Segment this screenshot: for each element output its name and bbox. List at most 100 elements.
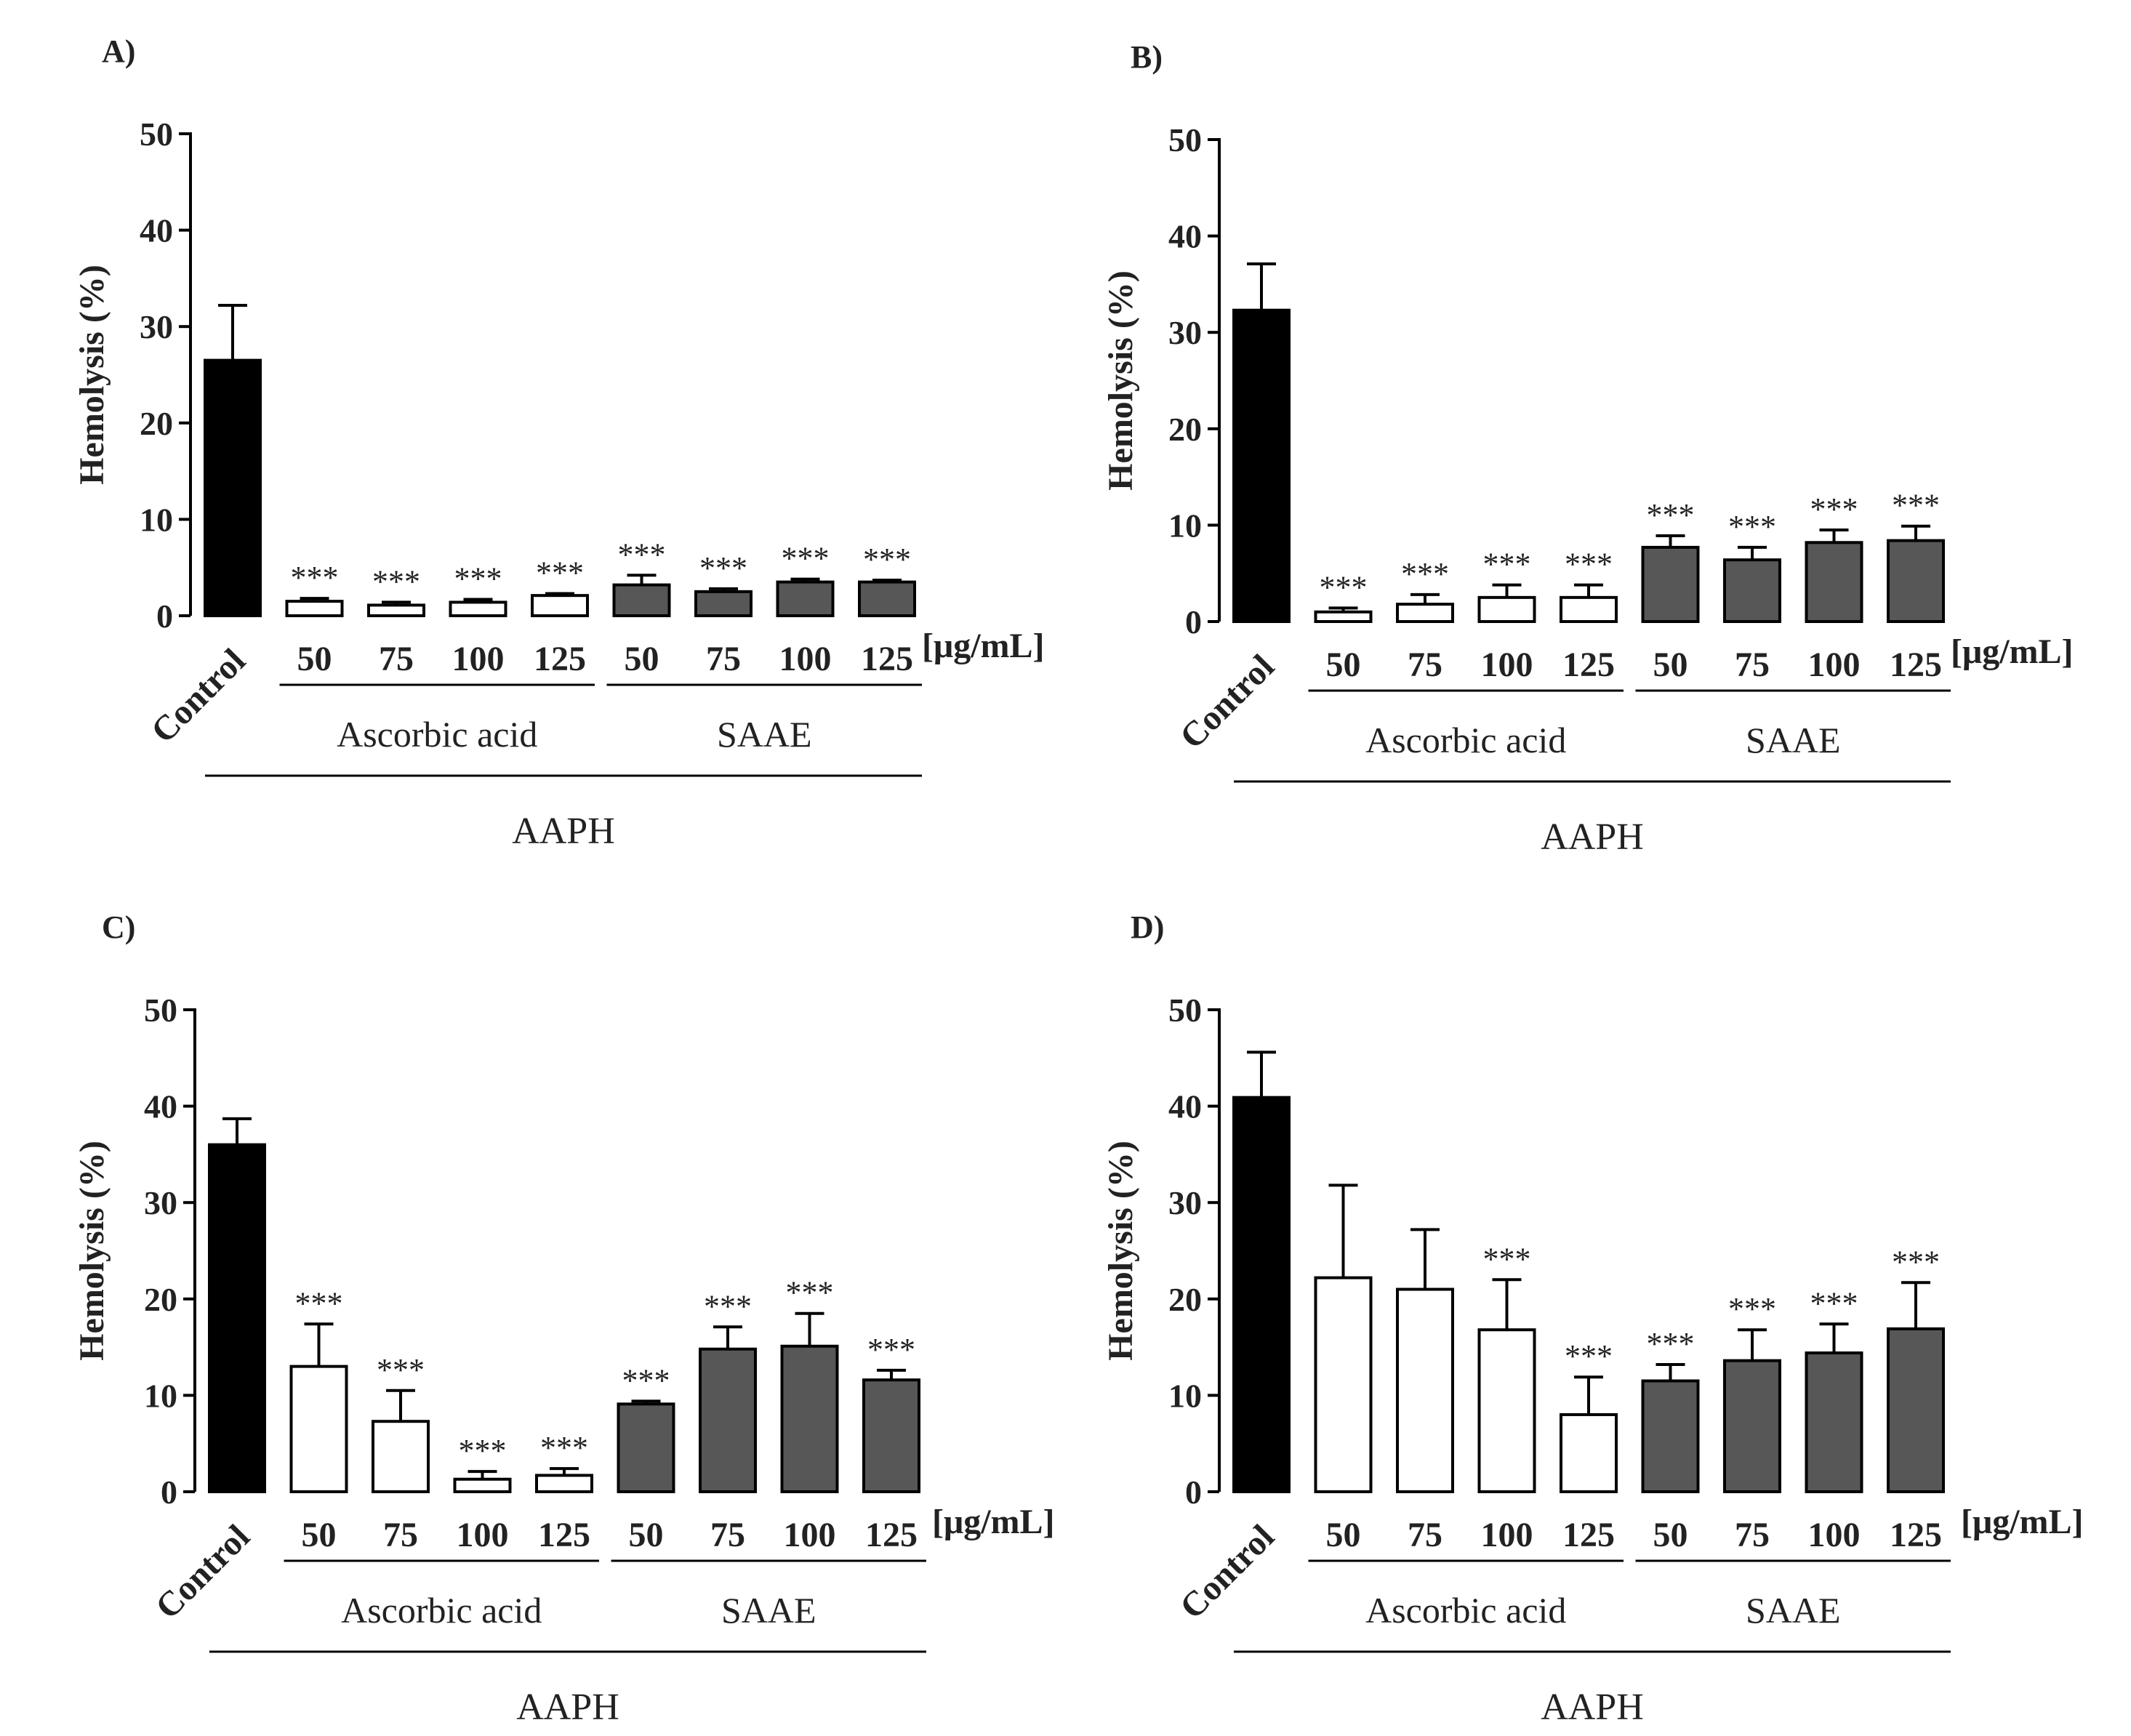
y-axis-label: Hemolysis (%) (73, 265, 111, 485)
category-label: 75 (710, 1516, 745, 1554)
y-tick-label: 50 (140, 116, 173, 153)
significance-marker: *** (1647, 497, 1695, 533)
y-tick-label: 40 (140, 212, 173, 249)
category-label: 125 (865, 1516, 918, 1554)
significance-marker: *** (863, 542, 911, 577)
panel-a: A) 0 10 20 30 40 50 Hemolysis (%) Control *** 50 **… (73, 33, 1045, 852)
category-label: 75 (383, 1516, 418, 1554)
y-tick-label: 0 (1185, 603, 1202, 640)
y-axis-label: Hemolysis (%) (1101, 1141, 1140, 1361)
significance-marker: *** (704, 1288, 752, 1324)
bar-saae (858, 580, 916, 618)
unit-label: [μg/mL] (932, 1503, 1055, 1541)
bar-saae (612, 583, 671, 617)
panel-b: B) 0 10 20 30 40 50 Hemolysis (%) Control *** 50 **… (1101, 39, 2074, 858)
significance-marker: *** (1565, 547, 1613, 582)
y-tick-label: 20 (144, 1281, 177, 1318)
group-label-ascorbic: Ascorbic acid (1365, 1590, 1566, 1631)
category-label: 75 (706, 640, 741, 678)
bar-control (1232, 308, 1291, 623)
significance-marker: *** (618, 537, 666, 572)
significance-marker: *** (699, 550, 747, 586)
significance-marker: *** (1728, 1291, 1776, 1327)
bar-saae (1641, 545, 1700, 624)
y-tick-label: 10 (1168, 1377, 1202, 1414)
bar-ascorbic (1314, 1276, 1373, 1493)
y-tick-label: 50 (144, 992, 177, 1029)
group-label-ascorbic: Ascorbic acid (341, 1590, 542, 1631)
bar-saae (776, 580, 835, 618)
group-label-saae: SAAE (1746, 1590, 1841, 1631)
treatment-label: AAPH (512, 811, 615, 852)
bar-ascorbic (1477, 595, 1536, 623)
category-label-control: Control (144, 641, 253, 750)
category-label: 125 (538, 1516, 590, 1554)
category-label: 125 (1890, 1516, 1942, 1554)
panel-c: C) 0 10 20 30 40 50 Hemolysis (%) Control *** 50 **… (73, 909, 1055, 1728)
panel-label: C) (102, 909, 135, 945)
y-tick-label: 30 (144, 1184, 177, 1221)
panel-label: D) (1131, 909, 1164, 945)
category-label: 100 (1808, 1516, 1861, 1554)
bar-saae (694, 590, 753, 617)
y-tick-label: 20 (1168, 411, 1202, 448)
significance-marker: *** (622, 1362, 670, 1398)
significance-marker: *** (1401, 556, 1449, 592)
group-label-ascorbic: Ascorbic acid (1365, 720, 1566, 760)
significance-marker: *** (291, 560, 339, 595)
significance-marker: *** (1647, 1326, 1695, 1362)
bar-ascorbic (285, 600, 344, 617)
significance-marker: *** (786, 1275, 834, 1311)
y-tick-label: 20 (1168, 1281, 1202, 1318)
treatment-label: AAPH (1541, 1687, 1644, 1728)
category-label: 50 (297, 640, 332, 678)
category-label-control: Control (148, 1517, 257, 1626)
significance-marker: *** (372, 563, 420, 599)
bar-ascorbic (531, 594, 589, 617)
treatment-label: AAPH (516, 1687, 619, 1728)
significance-marker: *** (782, 541, 830, 576)
bar-saae (1805, 541, 1863, 624)
panel-label: A) (102, 33, 135, 69)
bar-ascorbic (1560, 1412, 1618, 1493)
bar-saae (1723, 1359, 1781, 1493)
category-label: 50 (625, 640, 659, 678)
bar-control (204, 358, 262, 617)
y-axis-label: Hemolysis (%) (73, 1141, 111, 1361)
significance-marker: *** (1810, 491, 1858, 527)
significance-marker: *** (459, 1433, 507, 1468)
bar-saae (1723, 558, 1781, 623)
group-label-saae: SAAE (1746, 720, 1841, 760)
y-tick-label: 30 (1168, 1184, 1202, 1221)
category-label: 100 (1481, 1516, 1533, 1554)
bar-ascorbic (1396, 603, 1454, 624)
y-tick-label: 30 (140, 308, 173, 345)
y-tick-label: 50 (1168, 992, 1202, 1029)
y-tick-label: 40 (144, 1088, 177, 1125)
significance-marker: *** (1810, 1285, 1858, 1321)
y-tick-label: 10 (144, 1377, 177, 1414)
category-label: 75 (1735, 1516, 1770, 1554)
bar-control (1232, 1096, 1291, 1493)
category-label: 100 (452, 640, 505, 678)
y-tick-label: 0 (1185, 1474, 1202, 1511)
bar-saae (1887, 1327, 1945, 1493)
significance-marker: *** (1320, 569, 1368, 605)
significance-marker: *** (377, 1352, 425, 1388)
y-tick-label: 10 (1168, 507, 1202, 544)
bar-saae (617, 1402, 675, 1493)
category-label: 75 (1735, 646, 1770, 684)
significance-marker: *** (536, 555, 584, 591)
y-tick-label: 40 (1168, 218, 1202, 255)
y-tick-label: 50 (1168, 121, 1202, 158)
bar-ascorbic (453, 1477, 512, 1494)
bar-saae (699, 1347, 757, 1494)
category-label: 50 (629, 1516, 664, 1554)
bar-ascorbic (1314, 610, 1373, 623)
category-label: 100 (1808, 646, 1861, 684)
bar-saae (1805, 1351, 1863, 1494)
category-label: 125 (861, 640, 913, 678)
category-label: 75 (1408, 1516, 1442, 1554)
y-tick-label: 10 (140, 501, 173, 538)
